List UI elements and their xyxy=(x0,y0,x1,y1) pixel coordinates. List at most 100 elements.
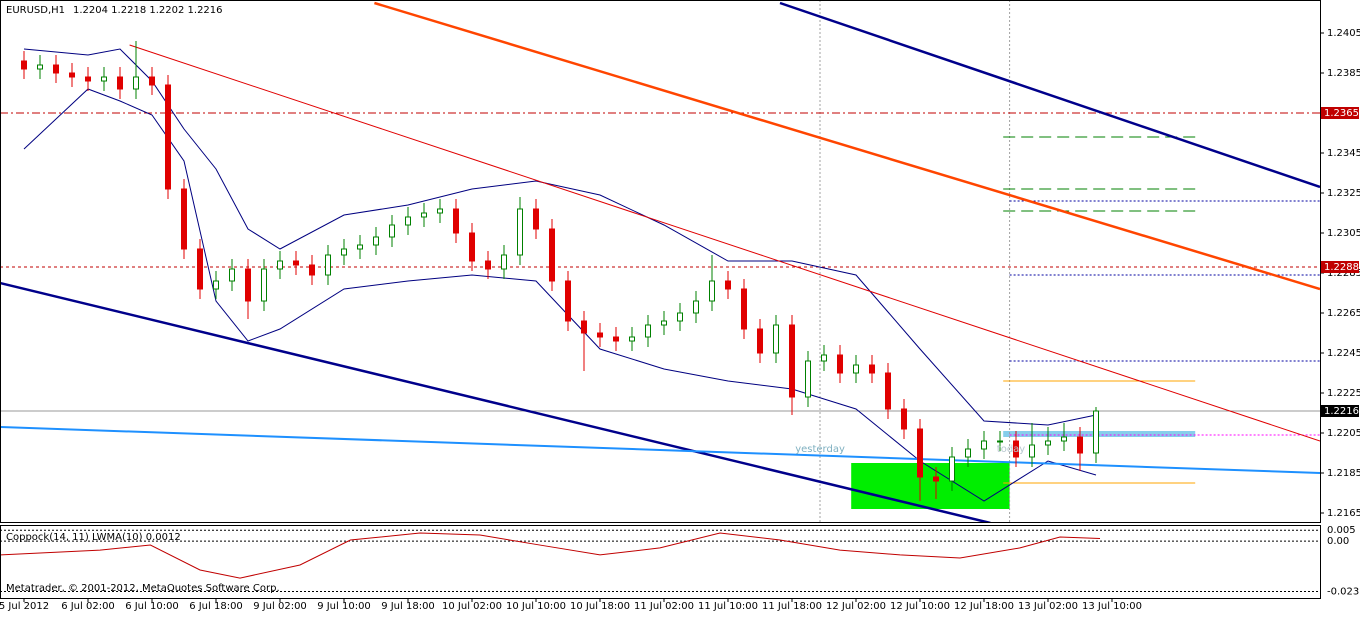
x-tick-label: 13 Jul 10:00 xyxy=(1082,601,1142,612)
indicator-line xyxy=(1,532,1101,579)
candle-body xyxy=(437,208,443,214)
candle-body xyxy=(1077,436,1083,454)
candle-body xyxy=(773,324,779,354)
candle-body xyxy=(789,324,795,398)
x-tick-label: 6 Jul 18:00 xyxy=(189,601,243,612)
candle-body xyxy=(533,208,539,230)
main-frame xyxy=(0,0,1321,523)
candle-body xyxy=(309,264,315,276)
sub-pane xyxy=(1,529,1320,592)
quote: 1.2204 1.2218 1.2202 1.2216 xyxy=(73,5,223,16)
candle-body xyxy=(117,76,123,90)
candle-body xyxy=(405,216,411,226)
candle-body xyxy=(85,76,91,82)
x-tick-label: 11 Jul 18:00 xyxy=(762,601,822,612)
candle-body xyxy=(597,332,603,338)
candle-body xyxy=(933,476,939,482)
candle-body xyxy=(965,448,971,458)
y-tick-label: 1.2345 xyxy=(1327,148,1360,159)
candle-body xyxy=(741,288,747,330)
candle-body xyxy=(53,64,59,74)
x-tick-label: 12 Jul 10:00 xyxy=(890,601,950,612)
candle-body xyxy=(869,364,875,374)
candle-body xyxy=(373,236,379,246)
candle-body xyxy=(757,328,763,354)
level-tag-label: 1.2216 xyxy=(1324,406,1359,417)
x-tick-label: 11 Jul 02:00 xyxy=(634,601,694,612)
annotation: yesterday xyxy=(795,444,845,455)
y-tick-label: -0.023 xyxy=(1327,586,1359,597)
candle-body xyxy=(821,354,827,362)
candle-body xyxy=(341,248,347,256)
candle-body xyxy=(981,440,987,450)
candle-body xyxy=(837,354,843,374)
candle-body xyxy=(453,208,459,234)
candle-body xyxy=(917,428,923,478)
trendline xyxy=(1,426,1320,474)
x-tick-label: 5 Jul 2012 xyxy=(0,601,49,612)
candle-body xyxy=(949,456,955,482)
x-tick-label: 12 Jul 18:00 xyxy=(954,601,1014,612)
main-pane: yesterday today xyxy=(1,1,1320,522)
candle-body xyxy=(357,244,363,250)
symbol: EURUSD,H1 xyxy=(6,5,65,16)
y-tick-label: 1.2185 xyxy=(1327,468,1360,479)
y-tick-label: 1.2405 xyxy=(1327,28,1360,39)
sub-frame xyxy=(0,525,1321,599)
x-tick-label: 10 Jul 02:00 xyxy=(442,601,502,612)
candle-body xyxy=(325,254,331,276)
candle-body xyxy=(661,320,667,326)
candle-body xyxy=(469,232,475,262)
trendline xyxy=(779,1,1320,189)
level-tag xyxy=(1321,107,1359,119)
candle-body xyxy=(901,408,907,430)
candle-body xyxy=(501,254,507,270)
x-tick-label: 9 Jul 18:00 xyxy=(381,601,435,612)
y-tick-label: 1.2205 xyxy=(1327,428,1360,439)
candle-body xyxy=(229,268,235,282)
footer: Metatrader, © 2001-2012, MetaQuotes Soft… xyxy=(6,583,280,594)
candle-body xyxy=(213,280,219,290)
level-tag-label: 1.2365 xyxy=(1324,108,1359,119)
candle-body xyxy=(629,336,635,342)
candle-body xyxy=(613,336,619,342)
candle-body xyxy=(149,76,155,86)
chart-header: EURUSD,H1 1.2204 1.2218 1.2202 1.2216 xyxy=(6,5,223,16)
y-tick-label: 1.2225 xyxy=(1327,388,1360,399)
x-tick-label: 11 Jul 10:00 xyxy=(698,601,758,612)
candle-body xyxy=(197,248,203,290)
candle-body xyxy=(565,280,571,322)
level-tag xyxy=(1321,405,1359,417)
x-tick-label: 12 Jul 02:00 xyxy=(826,601,886,612)
candle-body xyxy=(181,188,187,250)
candle-body xyxy=(165,84,171,190)
candle-body xyxy=(549,228,555,282)
candle-body xyxy=(645,324,651,338)
candle-body xyxy=(1045,440,1051,446)
y-tick-label: 1.2325 xyxy=(1327,188,1360,199)
level-tag xyxy=(1321,261,1359,273)
x-tick-label: 13 Jul 02:00 xyxy=(1018,601,1078,612)
x-tick-label: 10 Jul 18:00 xyxy=(570,601,630,612)
candle-body xyxy=(1029,444,1035,458)
candle-body xyxy=(805,360,811,398)
trendline xyxy=(374,1,1320,291)
candle-body xyxy=(21,60,27,70)
trendline xyxy=(1,281,991,522)
zone xyxy=(1003,431,1196,437)
x-tick-label: 9 Jul 02:00 xyxy=(253,601,307,612)
candle-body xyxy=(677,312,683,322)
candle-body xyxy=(885,372,891,410)
zone xyxy=(851,463,1010,509)
y-tick-label: 1.2305 xyxy=(1327,228,1360,239)
candle-body xyxy=(997,440,1003,443)
x-tick-label: 9 Jul 10:00 xyxy=(317,601,371,612)
candle-body xyxy=(1013,440,1019,458)
candle-body xyxy=(101,76,107,82)
level-tag-label: 1.2288 xyxy=(1324,262,1359,273)
y-tick-label: 1.2165 xyxy=(1327,508,1360,519)
candle-body xyxy=(1061,436,1067,442)
band-upper xyxy=(23,48,1097,426)
